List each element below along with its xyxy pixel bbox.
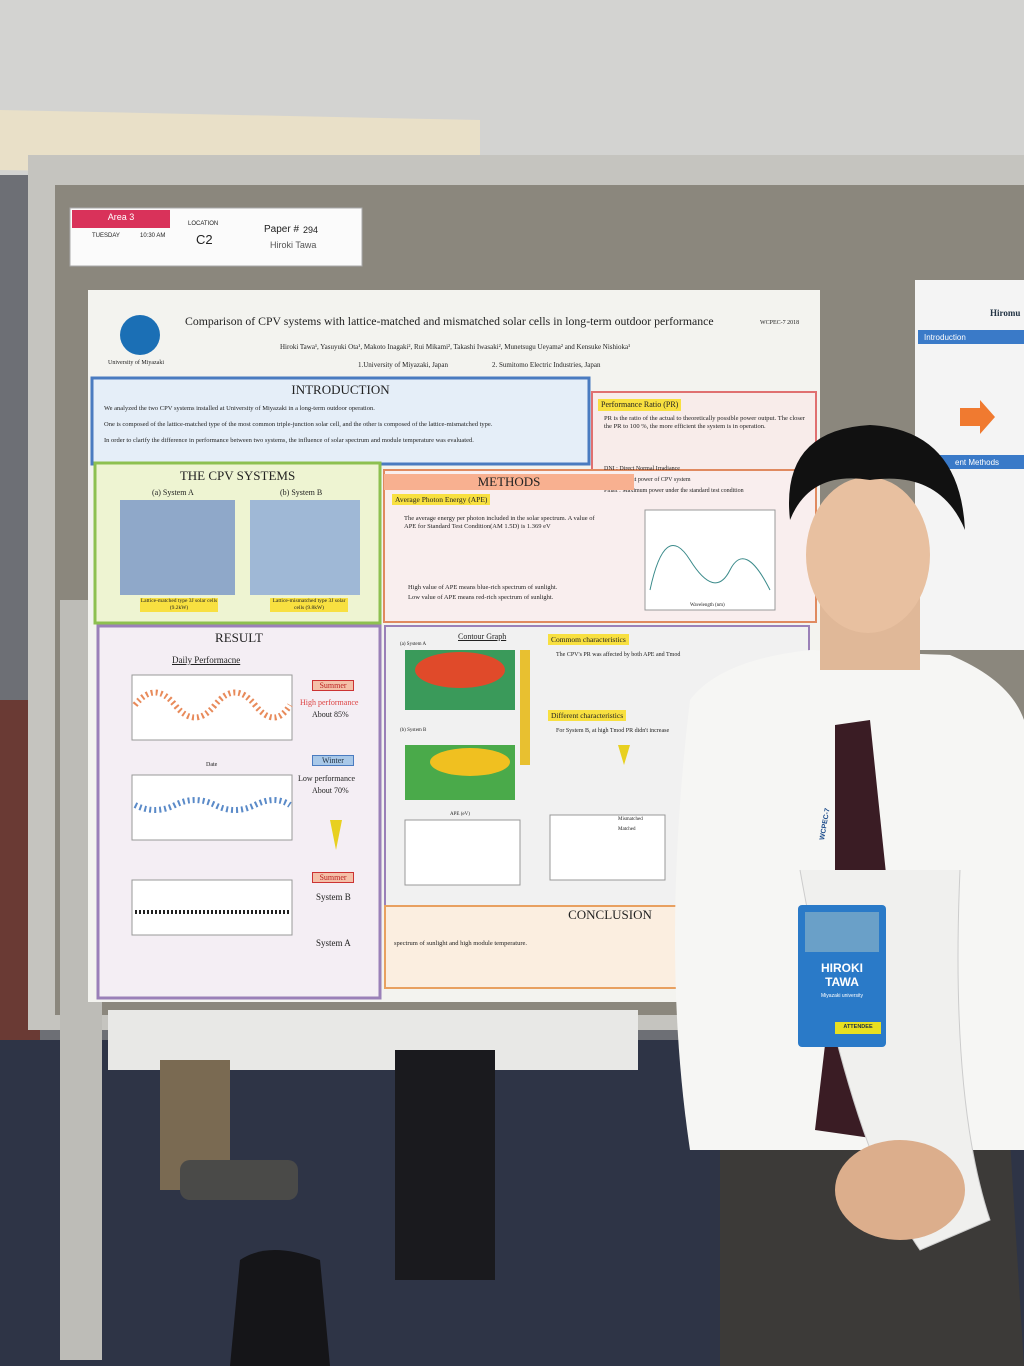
- tag-winter: Winter: [312, 755, 354, 766]
- intro-bullet: In order to clarify the difference in pe…: [104, 437, 474, 444]
- intro-bullet: We analyzed the two CPV systems installe…: [104, 405, 375, 412]
- contour-xlabel: APE (eV): [450, 812, 470, 817]
- tag-summer-2: Summer: [312, 872, 354, 883]
- neighbor-title: Hiromu: [990, 308, 1021, 318]
- contour-b-warm: [430, 748, 510, 776]
- pr-text: PR is the ratio of the actual to theoret…: [604, 415, 805, 431]
- photo-system-a: [120, 500, 235, 595]
- result-high-value: About 85%: [312, 710, 349, 719]
- result-system-b: System B: [316, 892, 351, 902]
- conference: WCPEC-7 2018: [760, 320, 800, 326]
- badge-role: ATTENDEE: [843, 1024, 873, 1030]
- result-system-a: System A: [316, 938, 351, 948]
- sign-location-label: LOCATION: [188, 221, 219, 227]
- arrow-down-2: [618, 745, 630, 765]
- cpv-a: (a) System A: [152, 488, 194, 497]
- sign-paper: 294: [303, 225, 319, 235]
- result-xlabel: Date: [206, 762, 218, 768]
- sign-day: TUESDAY: [92, 233, 120, 239]
- pr-heading: Performance Ratio (PR): [598, 399, 682, 411]
- intro-heading: INTRODUCTION: [291, 382, 390, 397]
- badge-first: HIROKI: [821, 961, 863, 975]
- scatter-summer: [132, 689, 293, 721]
- common-text: The CPV's PR was affected by both APE an…: [556, 652, 681, 658]
- affiliation: 2. Sumitomo Electric Industries, Japan: [492, 361, 601, 369]
- neighbor-arrow: [960, 400, 995, 434]
- thumb-winter: [131, 774, 293, 841]
- badge-last: TAWA: [825, 975, 859, 989]
- sign-presenter: Hiroki Tawa: [270, 240, 317, 250]
- result-sub: Daily Performacne: [172, 655, 241, 665]
- ape-text: The average energy per photon included i…: [404, 515, 595, 531]
- sign-band: [72, 210, 170, 228]
- methods-heading: METHODS: [384, 474, 634, 491]
- photo-system-b: [250, 500, 360, 595]
- university: University of Miyazaki: [108, 360, 164, 366]
- spectra-thumb: [549, 814, 666, 881]
- pr-def: DNI : Direct Normal Irradiance: [604, 466, 680, 472]
- thumb-summer: [131, 674, 293, 741]
- intro-bullet: One is composed of the lattice-matched t…: [104, 421, 493, 428]
- arrow-down: [330, 820, 342, 850]
- ape-high: High value of APE means blue-rich spectr…: [408, 584, 558, 591]
- colorbar: [520, 650, 530, 765]
- neighbor-intro-band: [918, 330, 1024, 344]
- scatter-winter: [133, 797, 292, 813]
- neighbor-intro: Introduction: [924, 333, 966, 342]
- cpv-heading: THE CPV SYSTEMS: [179, 468, 296, 483]
- poster-title: Comparison of CPV systems with lattice-m…: [185, 314, 714, 328]
- ape-low: Low value of APE means red-rich spectrum…: [408, 594, 554, 601]
- sign-time: 10:30 AM: [140, 233, 166, 239]
- result-low-value: About 70%: [312, 786, 349, 795]
- pr-tmod-thumb: [404, 819, 521, 886]
- pr-def: Pmax : Maximum power under the standard …: [604, 488, 744, 494]
- neighbor-methods: ent Methods: [955, 458, 1000, 467]
- cpv-b-caption: Lattice-mismatched type 3J solar cells (…: [270, 598, 348, 612]
- conclusion-text: spectrum of sunlight and high module tem…: [394, 940, 528, 947]
- visitor-2: [395, 1050, 495, 1280]
- badge-role-band: [835, 1022, 881, 1034]
- face: [806, 477, 930, 633]
- result-high: High performance: [300, 698, 359, 707]
- cpv-b: (b) System B: [280, 488, 323, 497]
- sign-paper-label: Paper #: [264, 224, 300, 235]
- spectrum-thumb: [644, 509, 776, 611]
- badge-photo: [805, 912, 879, 952]
- contour-b-label: (b) System B: [400, 728, 427, 733]
- authors: Hiroki Tawa¹, Yasuyuki Ota¹, Makoto Inag…: [280, 343, 631, 351]
- legend: Mismatched: [618, 817, 643, 822]
- bag: [230, 1250, 330, 1366]
- logo: [120, 315, 160, 355]
- conclusion-heading: CONCLUSION: [568, 907, 652, 922]
- ape-heading: Average Photon Energy (APE): [392, 494, 491, 506]
- different-heading: Different characteristics: [548, 710, 627, 722]
- hands: [835, 1140, 965, 1240]
- sign-location: C2: [196, 232, 213, 247]
- different-text: For System B, at high Tmod PR didn't inc…: [556, 728, 670, 734]
- thumb-ratio: [131, 879, 293, 936]
- pr-def: Pout : Output power of CPV system: [604, 477, 691, 483]
- visitor-shoe: [180, 1160, 298, 1200]
- hair: [789, 425, 965, 530]
- common-heading: Commom characteristics: [548, 634, 629, 646]
- tag-summer: Summer: [312, 680, 354, 691]
- legend: Matched: [618, 827, 636, 832]
- badge-affiliation: Miyazaki university: [821, 993, 863, 999]
- contour-a-label: (a) System A: [400, 642, 427, 647]
- affiliation: 1.University of Miyazaki, Japan: [358, 361, 449, 369]
- spectrum-curve: [649, 545, 771, 591]
- result-heading: RESULT: [215, 630, 263, 645]
- contour-a-hot: [415, 652, 505, 688]
- contour-heading: Contour Graph: [458, 632, 507, 641]
- spectrum-xlabel: Wavelength (nm): [690, 603, 725, 608]
- sign-area: Area 3: [107, 212, 135, 222]
- result-low: Low performance: [298, 774, 356, 783]
- cpv-a-caption: Lattice-matched type 3J solar cells (9.2…: [140, 598, 218, 612]
